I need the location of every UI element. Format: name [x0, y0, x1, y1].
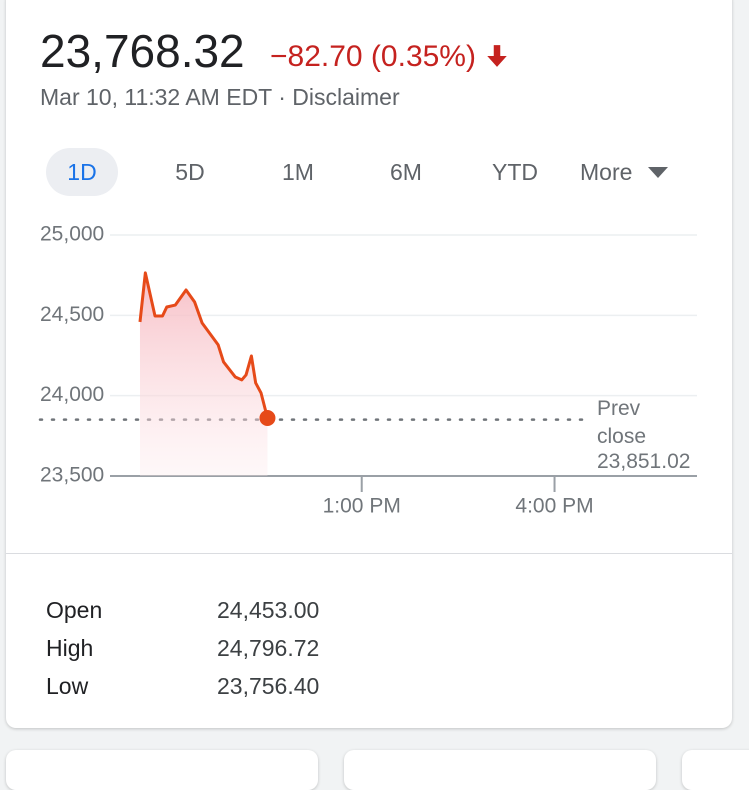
stat-label: High	[46, 635, 94, 661]
tab[interactable]: 1M	[282, 159, 314, 185]
tab[interactable]: More	[580, 148, 700, 196]
area	[139, 272, 268, 476]
change-text: −82.70 (0.35%)	[270, 40, 476, 73]
tab[interactable]: 1D	[46, 148, 118, 196]
card	[6, 0, 732, 728]
price-change: −82.70 (0.35%)	[270, 40, 510, 74]
price-line	[138, 271, 269, 419]
dropdown-icon	[648, 167, 669, 178]
last-point	[259, 409, 276, 426]
prev-close-label: Prev close	[597, 397, 647, 448]
y-tick-label: 24,000	[40, 383, 104, 406]
card	[6, 750, 318, 790]
y-tick-label: 24,500	[40, 303, 104, 326]
stat-label: Low	[46, 673, 89, 699]
card	[344, 750, 656, 790]
chart: 23,500 24,000 24,500 25,000 1:00 PM 4:00 PM	[38, 223, 697, 518]
stat-label: Open	[46, 597, 103, 623]
disclaimer[interactable]: Disclaimer	[292, 84, 400, 110]
tab[interactable]: YTD	[492, 159, 538, 185]
date-line: Mar 10, 11:32 AM EDT · Disclaimer	[40, 84, 400, 111]
prev-close-value: 23,851.02	[597, 450, 691, 473]
separator: ·	[278, 84, 286, 110]
y-tick-label: 25,000	[40, 223, 104, 246]
card	[682, 750, 749, 790]
stat-value: 24,796.72	[217, 635, 320, 661]
stat-value: 24,453.00	[217, 597, 320, 623]
divider	[6, 553, 732, 554]
x-tick-label: 1:00 PM	[323, 495, 401, 518]
tab[interactable]: 5D	[175, 159, 205, 185]
date: Mar 10, 11:32 AM EDT	[40, 84, 272, 110]
stat-value: 23,756.40	[217, 673, 320, 699]
price: 23,768.32	[40, 25, 245, 77]
page: 23,768.32 −82.70 (0.35%) Mar 10, 11:32 A…	[6, 0, 749, 790]
tab[interactable]: 6M	[390, 159, 422, 185]
x-tick-label: 4:00 PM	[515, 495, 593, 518]
down-arrow	[487, 45, 508, 67]
y-tick-label: 23,500	[40, 464, 104, 487]
